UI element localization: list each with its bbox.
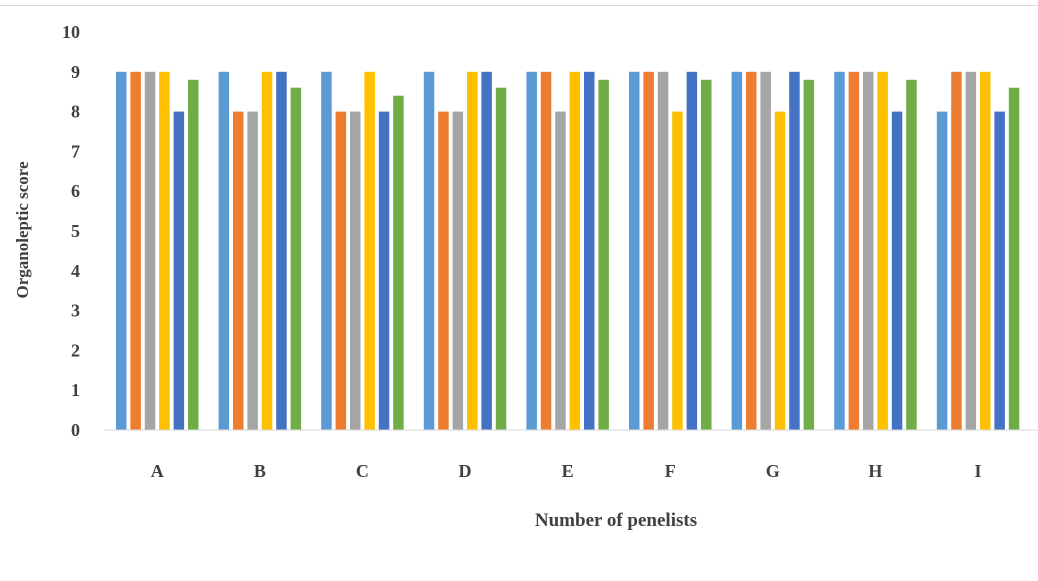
x-tick-label: E [562,461,574,481]
bar [848,71,860,431]
bar [731,71,743,431]
bar [261,71,273,431]
x-tick-label: B [254,461,266,481]
y-tick-label: 3 [71,301,80,321]
bar [364,71,375,431]
bar [936,111,948,430]
y-tick-label: 6 [71,181,80,201]
bar [803,79,815,431]
bar [438,111,449,430]
bar [774,111,786,430]
bar [540,71,552,431]
bar [495,87,507,430]
bar [393,95,404,430]
bar [188,79,199,431]
bar [321,71,332,431]
y-tick-label: 7 [71,141,80,161]
bar [159,71,170,431]
bar [598,79,609,431]
bar [555,111,566,430]
bar [276,71,287,431]
y-tick-label: 9 [71,62,80,82]
bar [173,111,185,430]
bar [247,111,258,430]
bar [643,71,654,431]
x-tick-label: I [974,461,981,481]
bar [290,87,302,430]
x-axis-title: Number of penelists [535,510,697,531]
y-tick-label: 2 [71,340,80,360]
bar [906,79,917,431]
y-tick-label: 1 [71,380,80,400]
bar [144,71,156,431]
bar [350,111,361,430]
bar [452,111,464,430]
bar [980,71,991,431]
x-tick-label: H [868,461,882,481]
bar [218,71,230,431]
bar [130,71,141,431]
bar [760,71,771,431]
y-tick-label: 0 [71,420,80,440]
bar [877,71,888,431]
bar [481,71,492,431]
y-axis-title: Organoleptic score [13,161,32,299]
bar [746,71,757,431]
y-tick-label: 4 [71,261,80,281]
bar [335,111,347,430]
bar [965,71,977,431]
bar [657,71,669,431]
bar [1008,87,1020,430]
bar [526,71,537,431]
bar [233,111,244,430]
chart-border-top [0,5,1038,6]
bar [569,71,581,431]
y-axis-ticks: 0 1 2 3 4 5 6 7 8 9 10 [62,22,80,440]
bar [584,71,595,431]
y-tick-label: 5 [71,221,80,241]
bars-layer [116,71,1020,431]
x-tick-label: D [459,461,472,481]
bar [891,111,903,430]
bar [994,111,1005,430]
bar [116,71,127,431]
bar [789,71,800,431]
x-tick-label: A [151,461,164,481]
bar [629,71,640,431]
bar [951,71,962,431]
y-tick-label: 8 [71,102,80,122]
bar [378,111,390,430]
bar [863,71,874,431]
y-tick-label: 10 [62,22,80,42]
bar [686,71,698,431]
x-axis-ticks: A B C D E F G H I [151,461,982,481]
bar [467,71,478,431]
x-tick-label: F [665,461,676,481]
x-tick-label: G [766,461,780,481]
bar [672,111,683,430]
bar [834,71,845,431]
bar [701,79,712,431]
bar [423,71,435,431]
x-tick-label: C [356,461,369,481]
